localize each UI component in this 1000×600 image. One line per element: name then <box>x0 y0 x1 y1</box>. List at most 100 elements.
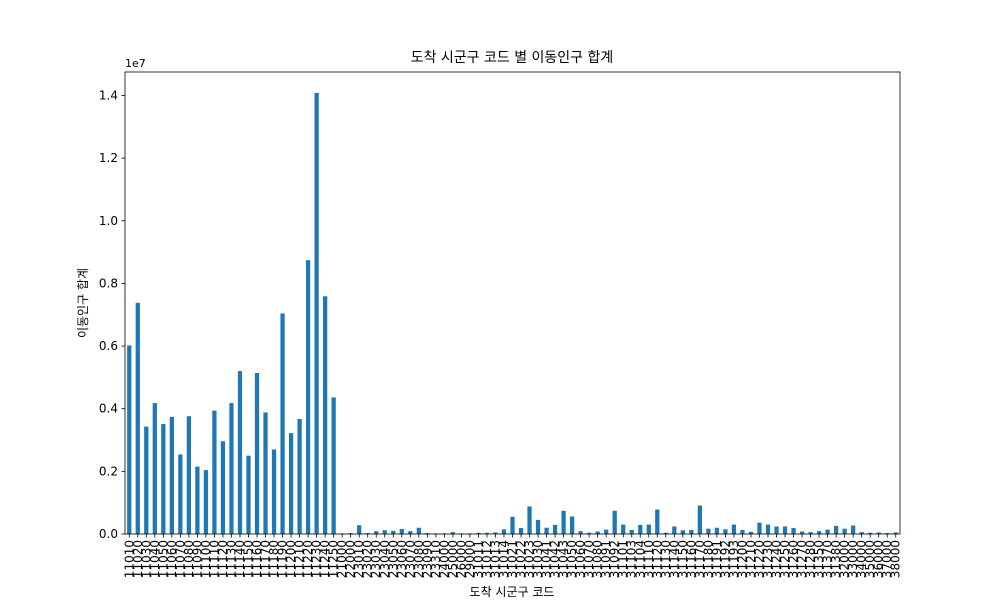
y-tick-label: 1.2 <box>99 151 118 165</box>
x-tick-label: 11250 <box>327 540 341 578</box>
x-tick-label: 31043 <box>557 540 571 578</box>
bar-31192 <box>723 529 728 534</box>
bar-11180 <box>271 449 277 534</box>
x-tick-label: 38000 <box>889 540 903 578</box>
x-tick-label: 23050 <box>386 540 400 578</box>
x-tick-label: 23090 <box>420 540 434 578</box>
bar-31230 <box>765 524 771 534</box>
x-tick-label: 31070 <box>582 540 596 578</box>
bar-31350 <box>816 531 822 534</box>
x-tick-label: 31110 <box>642 540 656 578</box>
x-tick-label: 11100 <box>199 540 213 578</box>
y-tick-label: 0.6 <box>99 339 118 353</box>
x-tick-label: 11240 <box>318 540 332 578</box>
bar-38000 <box>893 532 898 534</box>
bar-31250 <box>782 526 788 534</box>
x-tick-label: 33000 <box>846 540 860 578</box>
x-tick-label: 11080 <box>182 540 196 578</box>
bar-11170 <box>263 412 268 534</box>
x-tick-label: 31260 <box>787 540 801 578</box>
x-tick-label: 11030 <box>139 540 153 578</box>
bar-11020 <box>135 302 140 534</box>
bar-23010 <box>357 525 362 534</box>
y-axis-offset-label: 1e7 <box>125 57 146 70</box>
y-tick-label: 0.8 <box>99 276 118 290</box>
bar-31140 <box>672 526 677 534</box>
x-tick-label: 31130 <box>659 540 673 578</box>
bar-31193 <box>731 524 737 534</box>
y-tick-label: 1.4 <box>99 88 118 102</box>
x-tick-label: 11130 <box>224 540 238 578</box>
x-tick-label: 31041 <box>540 540 554 578</box>
bar-11210 <box>297 419 302 534</box>
x-tick-label: 31050 <box>565 540 579 578</box>
x-tick-label: 23060 <box>395 540 409 578</box>
x-tick-label: 31250 <box>778 540 792 578</box>
x-tick-label: 31091 <box>599 540 613 578</box>
bar-23030 <box>374 531 379 534</box>
bar-22000 <box>348 533 353 534</box>
bar-23020 <box>365 533 370 534</box>
bar-31092 <box>612 510 617 534</box>
plot-area <box>127 92 898 535</box>
bar-31013 <box>493 532 498 534</box>
x-tick-label: 23310 <box>429 540 443 578</box>
x-tick-label: 31220 <box>752 540 766 578</box>
x-tick-label: 11110 <box>207 540 221 578</box>
bar-31130 <box>663 532 668 534</box>
bar-31060 <box>578 531 583 534</box>
x-tick-label: 26000 <box>454 540 468 578</box>
x-tick-label: 23020 <box>361 540 375 578</box>
x-tick-label: 11010 <box>122 540 136 578</box>
x-tick-label: 31030 <box>531 540 545 578</box>
bar-11240 <box>323 296 328 534</box>
bar-35000 <box>868 532 873 534</box>
y-tick-label: 0.2 <box>99 464 118 478</box>
x-tick-label: 31150 <box>676 540 690 578</box>
bar-23070 <box>408 531 413 534</box>
chart-title: 도착 시군구 코드 별 이동인구 합계 <box>411 50 614 66</box>
bar-11200 <box>288 433 294 534</box>
bar-11130 <box>229 403 234 534</box>
x-tick-label: 31230 <box>761 540 775 578</box>
bar-34000 <box>859 532 864 534</box>
x-tick-label: 31042 <box>548 540 562 578</box>
bar-31042 <box>552 524 558 534</box>
bar-31043 <box>561 510 566 534</box>
bar-33000 <box>851 525 856 534</box>
x-tick-label: 23010 <box>352 540 366 578</box>
x-tick-label: 31022 <box>514 540 528 578</box>
bar-31370 <box>825 529 830 534</box>
bar-11030 <box>144 426 149 534</box>
bar-25000 <box>450 532 456 534</box>
bar-11010 <box>127 345 132 534</box>
x-tick-label: 31101 <box>616 540 630 578</box>
x-tick-label: 31210 <box>744 540 758 578</box>
x-tick-label: 23030 <box>369 540 383 578</box>
x-tick-label: 11120 <box>216 540 230 578</box>
x-tick-label: 11220 <box>301 540 315 578</box>
x-tick-label: 31092 <box>608 540 622 578</box>
x-tick-label: 31011 <box>471 540 485 578</box>
x-tick-label: 11170 <box>259 540 273 578</box>
bar-31050 <box>569 516 575 534</box>
x-tick-label: 31270 <box>795 540 809 578</box>
x-tick-label: 21000 <box>335 540 349 578</box>
bar-31110 <box>646 524 651 534</box>
x-tick-label: 11210 <box>293 540 307 578</box>
x-tick-label: 11070 <box>173 540 187 578</box>
x-tick-label: 31060 <box>574 540 588 578</box>
x-tick-label: 31170 <box>693 540 707 578</box>
x-tick-label: 31013 <box>488 540 502 578</box>
bar-31023 <box>527 506 532 534</box>
bar-31103 <box>629 529 634 534</box>
bar-31022 <box>518 528 524 534</box>
bar-31200 <box>740 529 745 534</box>
plot-frame <box>124 71 901 535</box>
x-tick-label: 11230 <box>310 540 324 578</box>
x-tick-label: 31120 <box>650 540 664 578</box>
bar-11120 <box>220 441 226 534</box>
x-tick-label: 31080 <box>591 540 605 578</box>
bar-31104 <box>638 524 643 534</box>
